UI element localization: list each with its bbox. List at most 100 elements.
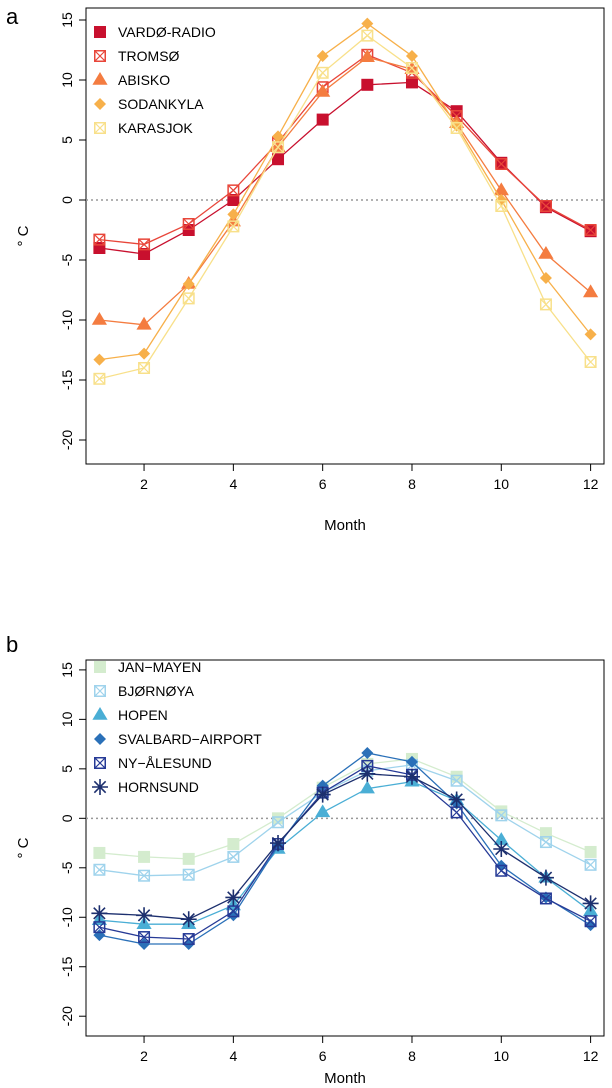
marker-box	[182, 218, 195, 230]
data-point	[272, 153, 285, 166]
marker-cross	[585, 224, 597, 236]
data-point	[270, 835, 287, 852]
data-point	[182, 933, 195, 946]
marker-cross	[138, 362, 150, 374]
marker-cross	[227, 220, 239, 232]
marker-box	[495, 864, 508, 877]
data-point	[182, 278, 195, 290]
y-tick-label: 0	[59, 196, 75, 204]
data-point	[227, 850, 240, 863]
marker-box	[93, 233, 106, 246]
panel-b: b -20 -15 -10 -5 0 5 10 15 2 4 6 8 10 12 Month ° C JAN−MA…	[6, 632, 605, 1087]
data-point	[138, 931, 151, 944]
legend-label: ABISKO	[118, 72, 170, 88]
legend-label: NY−ÅLESUND	[118, 755, 212, 771]
legend-label: JAN−MAYEN	[118, 659, 201, 675]
data-point	[316, 50, 329, 62]
data-point	[495, 158, 508, 170]
marker-cross	[183, 869, 195, 881]
marker-cross	[540, 893, 552, 904]
y-tick-label: 15	[59, 662, 75, 678]
legend-label: SVALBARD−AIRPORT	[118, 731, 262, 747]
marker-box	[450, 122, 463, 134]
marker-cross	[495, 865, 507, 877]
series-3	[93, 17, 597, 366]
marker-cross	[495, 809, 507, 821]
data-point	[361, 17, 374, 30]
data-point	[227, 905, 240, 918]
marker-box	[138, 931, 151, 944]
y-tick-label: 10	[59, 711, 75, 727]
marker-cross	[138, 870, 150, 882]
marker-box	[138, 362, 151, 374]
y-tick-label: 15	[59, 12, 75, 28]
x-tick-label: 10	[494, 476, 510, 492]
series-line	[99, 758, 591, 860]
marker-cross	[183, 933, 195, 945]
series-3	[93, 747, 597, 950]
marker-box	[539, 200, 552, 212]
marker-box	[450, 774, 463, 787]
marker-cross	[93, 864, 105, 876]
data-point	[584, 356, 597, 368]
data-point	[584, 224, 597, 236]
data-point	[93, 353, 106, 366]
data-point	[493, 840, 510, 857]
data-point	[359, 780, 375, 794]
x-tick-label: 8	[408, 476, 416, 492]
marker-box	[495, 200, 508, 212]
data-point	[584, 328, 597, 341]
data-point	[225, 889, 242, 906]
legend-label: TROMSØ	[118, 48, 180, 64]
marker-cross	[94, 757, 106, 769]
y-tick-label: -10	[59, 310, 75, 330]
x-tick-label: 6	[319, 1048, 327, 1064]
legend-item: ABISKO	[92, 72, 170, 88]
marker-cross	[585, 356, 597, 368]
data-point	[138, 850, 151, 863]
series-line	[99, 54, 591, 246]
marker-cross	[183, 218, 195, 230]
marker-cross	[451, 775, 463, 787]
marker-cross	[272, 141, 284, 153]
data-point	[315, 804, 331, 818]
legend-item: SODANKYLA	[94, 96, 204, 112]
marker-box	[94, 685, 106, 697]
marker-box	[94, 50, 106, 62]
legend-item: SVALBARD−AIRPORT	[94, 731, 262, 747]
x-axis-label: Month	[324, 517, 366, 534]
data-point	[538, 246, 554, 259]
legend-label: KARASJOK	[118, 120, 193, 136]
marker-box	[94, 122, 106, 134]
series-2	[91, 773, 599, 929]
data-point	[495, 156, 508, 169]
marker-cross	[451, 122, 463, 134]
data-point	[584, 845, 597, 858]
data-point	[272, 816, 285, 829]
data-point	[182, 852, 195, 865]
y-axis-label: ° C	[15, 837, 32, 858]
x-tick-label: 4	[229, 1048, 237, 1064]
legend-marker	[94, 26, 106, 38]
marker-box	[405, 62, 418, 74]
series-line	[99, 773, 591, 920]
y-tick-label: -15	[59, 370, 75, 390]
data-point	[93, 863, 106, 876]
data-point	[537, 869, 554, 886]
data-point	[272, 141, 285, 154]
y-tick-label: 5	[59, 136, 75, 144]
data-point	[539, 298, 552, 311]
data-point	[180, 911, 197, 928]
data-point	[583, 284, 599, 298]
marker-cross	[94, 50, 106, 62]
series-line	[99, 765, 591, 940]
data-point	[138, 248, 151, 260]
marker-cross	[540, 836, 552, 848]
marker-cross	[406, 62, 418, 74]
x-tick-label: 8	[408, 1048, 416, 1064]
panel-a: a -20 -15 -10 -5 0 5 10 15 2 4 6 8 10 12 Month ° C VARDØ-…	[6, 4, 605, 534]
marker-box	[93, 921, 106, 934]
y-tick-label: 5	[59, 765, 75, 773]
data-point	[138, 238, 151, 251]
marker-cross	[138, 931, 150, 943]
